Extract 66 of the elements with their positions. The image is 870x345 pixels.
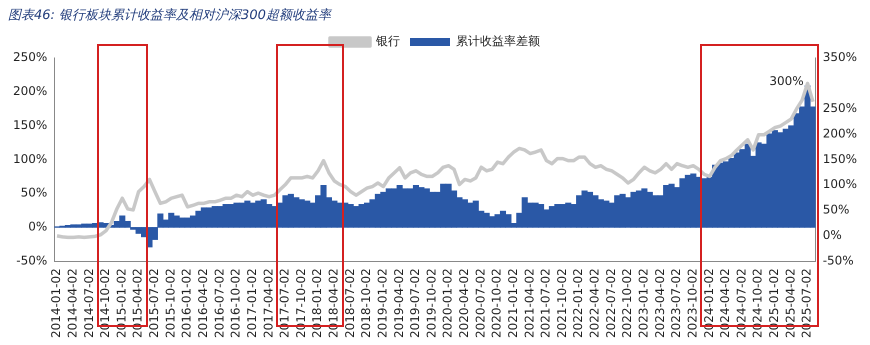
x-tick-label: 2020-07-02 [473, 268, 488, 338]
y2-tick-label: -50% [822, 253, 854, 268]
x-tick-label: 2016-10-02 [228, 268, 243, 338]
x-tick-label: 2022-10-02 [620, 268, 634, 338]
x-tick-label: 2017-10-02 [294, 268, 308, 338]
y2-tick-label: 0% [822, 228, 842, 242]
x-tick-label: 2025-01-02 [767, 268, 782, 338]
x-tick-label: 2016-04-02 [196, 268, 210, 338]
x-tick-label: 2014-01-02 [49, 268, 64, 338]
x-tick-label: 2021-04-02 [522, 268, 536, 338]
y-tick-label: 200% [12, 84, 48, 98]
x-tick-label: 2019-10-02 [424, 268, 438, 338]
legend-label: 累计收益率差额 [456, 34, 540, 48]
y-tick-label: 50% [20, 186, 48, 200]
x-tick-label: 2017-07-02 [278, 268, 292, 338]
annotation: 300% [769, 74, 804, 88]
y2-tick-label: 250% [822, 100, 858, 115]
y2-tick-label: 50% [822, 202, 850, 217]
y2-tick-label: 100% [822, 177, 858, 192]
x-tick-label: 2022-01-02 [571, 268, 586, 338]
x-tick-label: 2018-04-02 [326, 268, 341, 338]
y-tick-label: 0% [28, 220, 48, 234]
x-tick-label: 2018-07-02 [342, 268, 357, 338]
legend-label: 银行 [375, 34, 400, 48]
x-tick-label: 2016-01-02 [180, 268, 194, 338]
x-tick-label: 2022-04-02 [588, 268, 602, 338]
x-tick-label: 2014-10-02 [98, 268, 112, 338]
chart-title: 图表46: 银行板块累计收益率及相对沪深300超额收益率 [8, 7, 331, 24]
x-tick-label: 2023-10-02 [685, 268, 700, 338]
x-tick-label: 2015-04-02 [130, 268, 145, 338]
x-tick-label: 2015-07-02 [147, 268, 162, 338]
x-tick-label: 2017-04-02 [261, 268, 276, 338]
x-tick-label: 2019-04-02 [392, 268, 406, 338]
x-tick-label: 2022-07-02 [604, 268, 618, 338]
x-tick-label: 2014-07-02 [82, 268, 96, 338]
x-tick-label: 2020-04-02 [457, 268, 472, 338]
x-tick-label: 2018-01-02 [310, 268, 324, 338]
y-tick-label: 250% [12, 50, 48, 64]
x-tick-label: 2025-04-02 [783, 268, 798, 338]
x-tick-label: 2016-07-02 [212, 268, 226, 338]
x-tick-label: 2015-01-02 [114, 268, 128, 338]
x-tick-label: 2024-07-02 [734, 268, 748, 338]
y2-tick-label: 350% [822, 50, 858, 64]
x-tick-label: 2024-04-02 [718, 268, 732, 338]
x-tick-label: 2015-10-02 [163, 268, 178, 338]
x-tick-label: 2018-10-02 [359, 268, 374, 338]
x-tick-label: 2024-01-02 [702, 268, 716, 338]
x-tick-label: 2021-01-02 [506, 268, 520, 338]
x-tick-label: 2025-07-02 [800, 268, 814, 338]
y-tick-label: -50% [16, 253, 48, 268]
x-tick-label: 2020-10-02 [490, 268, 504, 338]
y2-tick-label: 200% [822, 126, 858, 140]
x-tick-label: 2023-01-02 [636, 268, 651, 338]
x-tick-label: 2019-07-02 [408, 268, 422, 338]
x-tick-label: 2019-01-02 [375, 268, 390, 338]
y2-tick-label: 150% [822, 152, 858, 166]
x-tick-label: 2023-04-02 [652, 268, 667, 338]
x-tick-label: 2014-04-02 [65, 268, 80, 338]
x-tick-label: 2017-01-02 [244, 268, 259, 338]
y-tick-label: 100% [12, 152, 48, 166]
x-tick-label: 2021-07-02 [538, 268, 553, 338]
x-tick-label: 2021-10-02 [554, 268, 569, 338]
x-tick-label: 2024-10-02 [750, 268, 765, 338]
x-tick-label: 2020-01-02 [440, 268, 455, 338]
y-tick-label: 150% [12, 118, 48, 132]
x-tick-label: 2023-07-02 [669, 268, 684, 338]
